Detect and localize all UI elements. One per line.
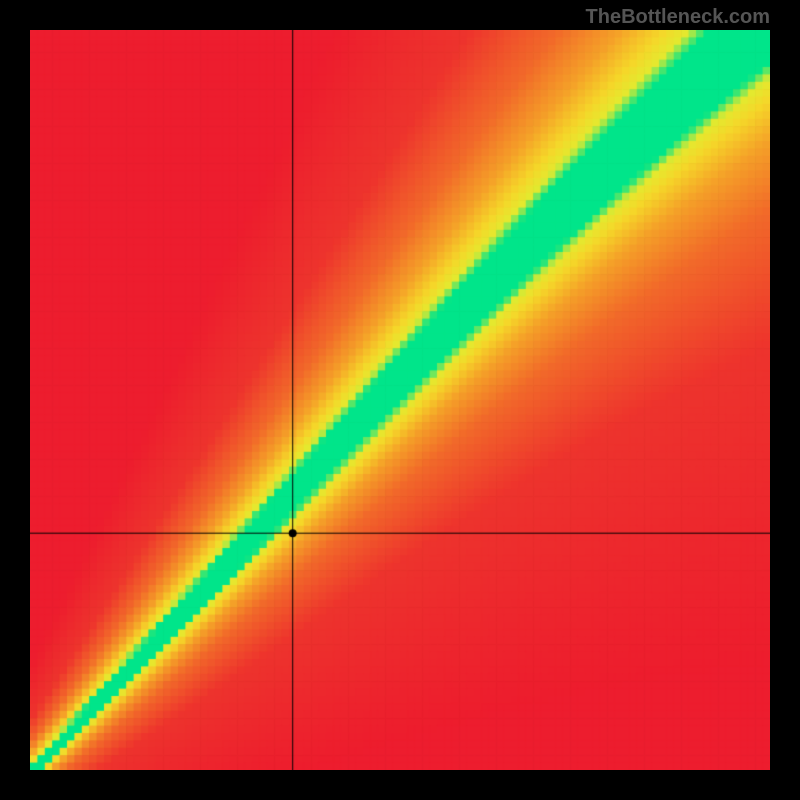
heatmap-canvas [30,30,770,770]
chart-container: TheBottleneck.com [0,0,800,800]
plot-area [30,30,770,770]
watermark-text: TheBottleneck.com [586,6,770,29]
